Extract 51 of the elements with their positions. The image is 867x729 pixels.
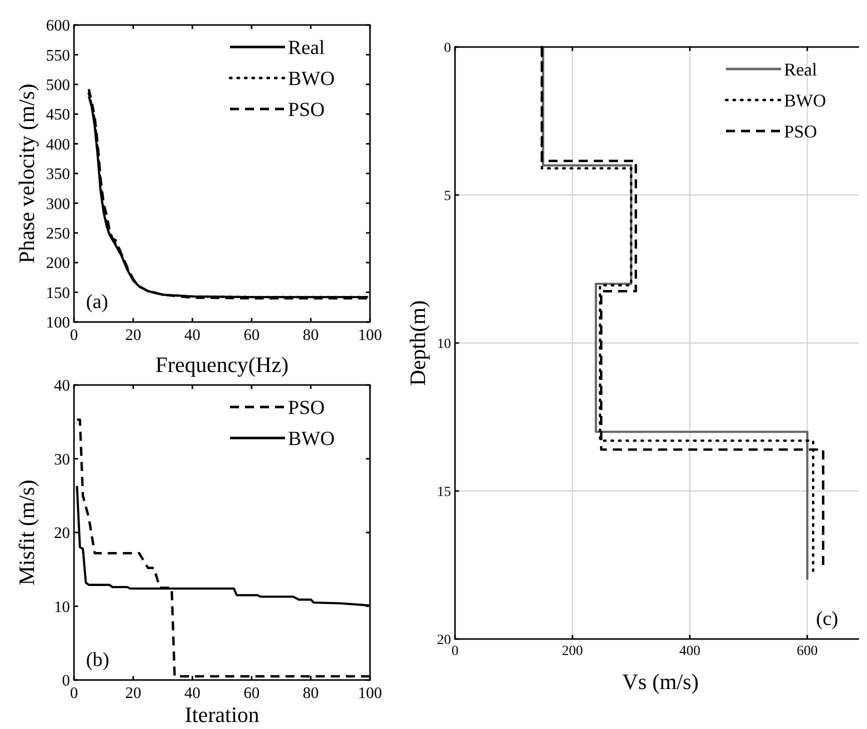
x-tick-label: 600 [796,644,818,659]
x-tick-label: 400 [679,644,700,659]
y-tick-label: 15 [437,484,451,500]
legend-label: PSO [288,99,325,121]
y-tick-label: 300 [46,196,70,213]
y-tick-label: 100 [46,314,70,332]
x-tick-label: 100 [358,327,382,344]
legend-label: BWO [784,90,826,110]
annotation: (c) [816,608,838,630]
y-tick-label: 400 [46,136,70,154]
y-tick-label: 500 [46,77,70,94]
y-tick-label: 0 [444,40,451,56]
legend-label: BWO [288,68,335,90]
x-axis-title: Vs (m/s) [622,669,699,694]
x-axis-title: Iteration [184,702,260,727]
annotation: (a) [86,291,108,313]
legend-label: PSO [288,397,325,419]
y-tick-label: 40 [54,378,70,395]
y-tick-label: 5 [444,188,451,204]
y-axis-title: Misfit (m/s) [14,480,39,586]
x-tick-label: 200 [562,644,583,659]
x-tick-label: 80 [302,327,319,344]
legend-label: Real [784,59,817,80]
y-tick-label: 30 [54,451,70,468]
x-tick-label: 80 [302,685,319,702]
y-tick-label: 450 [46,106,70,124]
x-tick-label: 20 [125,327,142,344]
y-tick-label: 600 [46,18,70,35]
annotation: (b) [86,649,110,671]
x-tick-label: 20 [125,685,142,702]
y-tick-label: 20 [437,632,451,648]
y-tick-label: 200 [46,255,70,272]
x-tick-label: 40 [184,327,200,344]
x-tick-label: 40 [184,685,200,702]
y-tick-label: 150 [46,284,70,302]
legend-label: PSO [784,121,818,142]
x-axis-title: Frequency(Hz) [155,352,289,377]
x-tick-label: 100 [358,685,382,702]
legend-label: BWO [288,428,335,450]
y-tick-label: 10 [54,598,70,616]
y-tick-label: 550 [46,47,70,64]
y-tick-label: 10 [437,336,451,352]
legend-label: Real [288,37,326,59]
x-tick-label: 60 [244,685,260,702]
y-tick-label: 0 [62,672,70,690]
y-tick-label: 250 [46,226,70,242]
y-axis-title: Depth(m) [405,300,430,386]
y-tick-label: 20 [54,525,70,542]
x-tick-label: 60 [244,327,260,344]
y-axis-title: Phase velocity (m/s) [14,84,39,264]
y-tick-label: 350 [46,166,70,184]
